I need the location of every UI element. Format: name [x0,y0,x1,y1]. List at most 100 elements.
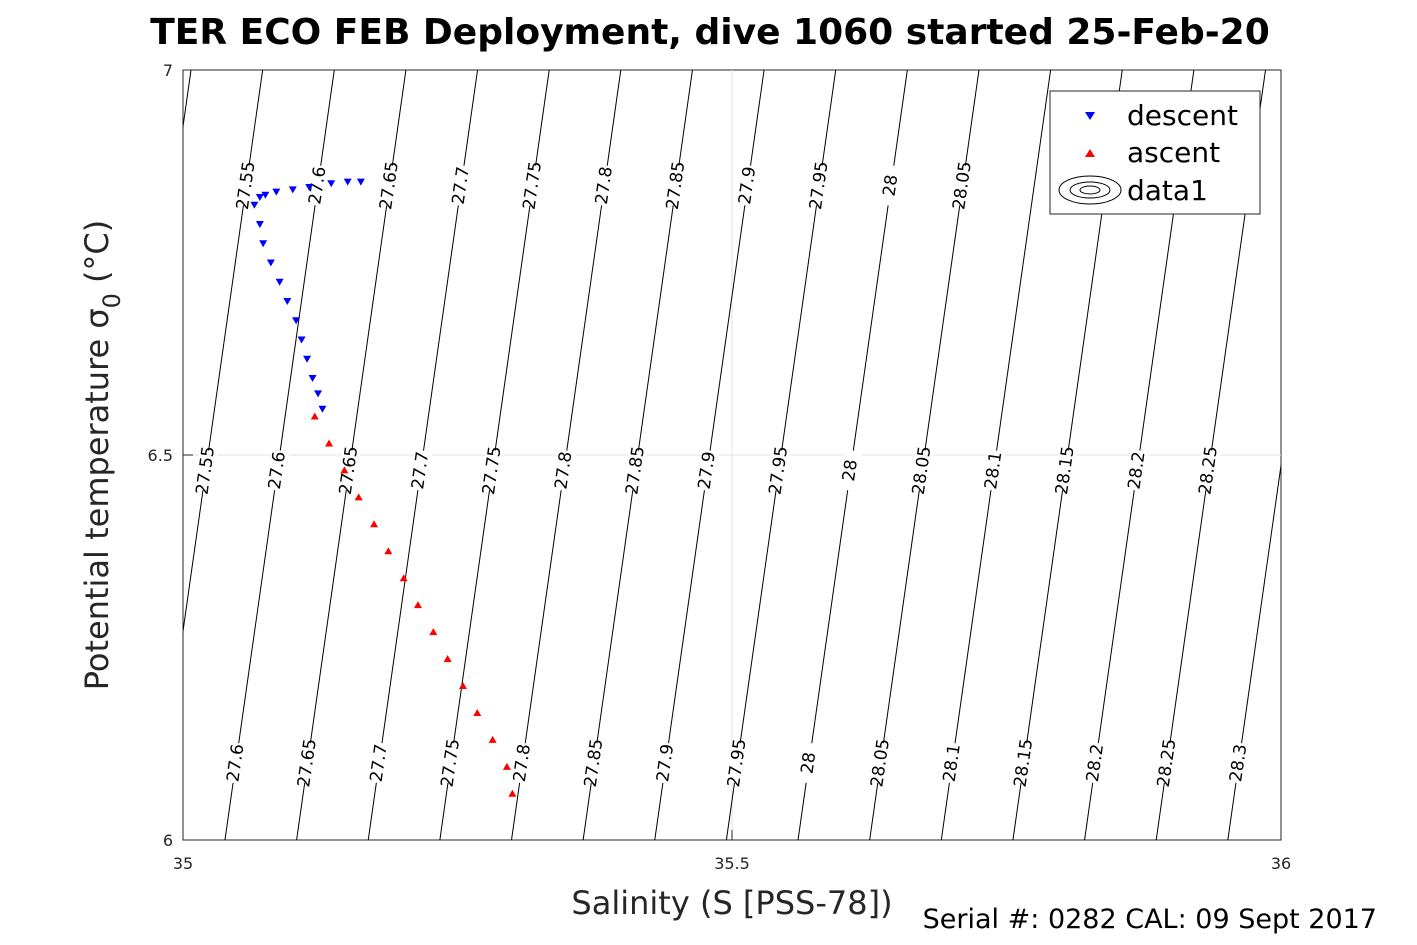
contour-label-bg [1196,449,1221,492]
legend-ascent-marker [1085,149,1095,157]
axis-ticks: 35 35.5 36 6 6.5 7 [148,61,1292,873]
contour-label-bg [838,449,863,492]
contour-label-bg [735,164,760,207]
y-axis-label-sub: 0 [98,293,126,308]
contour-labels: 27.55 27.6 27.65 27.7 27.75 27.8 27.85 27.9 27.9… [192,160,1251,788]
contour-label-bg [1227,741,1251,785]
contour-label-bg [234,164,258,207]
contour-label-bg [1053,449,1078,492]
contour-label-bg [725,741,750,785]
ascent-point [508,789,517,797]
x-tick-label: 36 [1271,854,1291,873]
y-tick-label: 6.5 [148,446,173,465]
contour-label-bg [807,164,832,207]
contour-label-bg [767,449,791,492]
x-tick-label: 35 [173,854,193,873]
ascent-point [502,762,511,770]
y-axis-label: Potential temperature σ0 (°C) [78,220,126,691]
contour-label: 28 [798,751,821,775]
x-axis-label: Salinity (S [PSS-78]) [571,884,892,922]
descent-point [305,184,314,192]
descent-point [314,390,323,398]
descent-point [272,188,281,196]
descent-point [297,336,306,344]
contour-label-bg [295,741,320,785]
contour-label-bg [408,449,433,492]
contour-label-bg [982,449,1006,492]
y-axis-label-main: Potential temperature σ [78,308,116,690]
descent-point [356,178,365,186]
descent-point [255,221,264,228]
contour-label-bg [377,164,402,207]
legend-descent-label: descent [1127,99,1238,132]
descent-point [327,180,336,188]
descent-point [266,259,275,267]
contour-label: 28 [880,173,903,197]
contour-label-bg [439,741,463,785]
x-tick-label: 35.5 [714,854,750,873]
ascent-point [413,601,422,609]
ascent-point [384,547,393,555]
contour-label-bg [940,741,964,785]
legend-contour-label: data1 [1127,174,1208,207]
legend-ascent-label: ascent [1127,136,1220,169]
contour-label-bg [265,449,290,492]
descent-point [250,201,259,209]
ascent-point [370,520,379,528]
contour-label-bg [194,449,218,492]
contour-label-bg [1155,741,1179,785]
contour-label-bg [1125,449,1149,492]
y-tick-label: 6 [163,831,173,850]
contour-label-bg [306,164,330,207]
contour-label-bg [582,741,606,785]
descent-point [259,240,268,248]
contour-label-bg [224,741,248,785]
descent-point [283,298,292,305]
descent-point [292,317,301,325]
contour-label-bg [367,741,391,785]
descent-point [303,355,312,363]
contour-label-bg [623,449,648,492]
ascent-point [488,735,497,743]
contour-label-bg [797,741,821,785]
data-series [250,178,517,797]
contour-label-bg [521,164,545,207]
descent-point [343,178,352,186]
contour-label-bg [449,164,473,207]
contour-label-bg [1083,741,1108,785]
ascent-point [325,439,334,447]
svg-text:Potential temperature σ0(°C): Potential temperature σ0 (°C) [78,220,126,691]
descent-point [288,186,297,194]
serial-cal-info: Serial #: 0282 CAL: 09 Sept 2017 [923,904,1377,935]
contour-label-bg [664,164,688,207]
y-axis-label-unit: (°C) [78,220,116,283]
contour-label-bg [910,449,934,492]
ascent-point [354,493,363,501]
descent-point [261,191,270,199]
descent-point [308,375,317,382]
contour-label: 28 [839,458,862,482]
ascent-point [340,466,349,474]
contour-label-bg [510,741,535,785]
contour-label-bg [879,164,903,207]
ascent-point [443,655,452,663]
series-ascent [310,412,517,797]
contour-label-bg [653,741,678,785]
chart-title: TER ECO FEB Deployment, dive 1060 starte… [150,12,1270,53]
ascent-point [473,708,482,716]
isopycnal-line [1227,461,1281,840]
contour-label-bg [695,449,719,492]
contour-label-bg [552,449,576,492]
contour-label-bg [1012,741,1036,785]
ascent-point [399,574,408,582]
legend-descent-marker [1085,112,1095,120]
legend-contour-icon [1058,175,1122,205]
ascent-point [310,412,319,420]
contour-label-bg [592,164,617,207]
contour-label-bg [337,449,361,492]
ascent-point [458,682,467,689]
contour-label-bg [950,164,975,207]
series-descent [250,178,365,413]
ascent-point [429,628,438,636]
